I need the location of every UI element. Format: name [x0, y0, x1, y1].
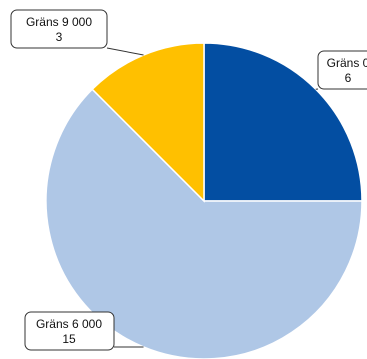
slice-label: Gräns 9 000 — [26, 15, 92, 29]
callout-leader-line — [106, 47, 144, 56]
slice-value: 6 — [345, 71, 352, 85]
pie-slices — [45, 42, 363, 359]
slice-value: 15 — [62, 332, 76, 346]
callout-box — [317, 50, 367, 90]
slice-value: 3 — [56, 30, 63, 44]
callout-box — [10, 9, 108, 49]
slice-label: Gräns 6 000 — [36, 317, 102, 331]
slice-label: Gräns 0 — [327, 56, 367, 70]
callout-box — [24, 311, 115, 351]
data-label-callout: Gräns 06 — [315, 50, 367, 90]
